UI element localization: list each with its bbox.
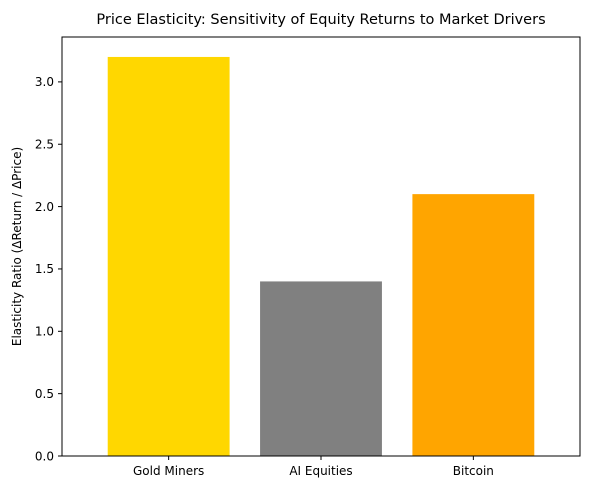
x-tick-label: Bitcoin — [453, 464, 494, 478]
y-tick-label: 2.5 — [35, 138, 54, 152]
y-tick-label: 1.5 — [35, 262, 54, 276]
plot-frame — [61, 36, 581, 457]
y-tick-label: 0.0 — [35, 449, 54, 463]
bar-bitcoin — [412, 194, 535, 457]
x-tick-label: Gold Miners — [133, 464, 204, 478]
bar-gold-miners — [107, 56, 230, 456]
y-tick-label: 2.0 — [35, 200, 54, 214]
y-tick-label: 0.5 — [35, 387, 54, 401]
bars-group — [107, 56, 535, 457]
y-axis: 0.0 0.5 1.0 1.5 2.0 2.5 3.0 — [35, 75, 62, 463]
y-axis-label: Elasticity Ratio (ΔReturn / ΔPrice) — [10, 147, 24, 346]
y-tick-label: 3.0 — [35, 75, 54, 89]
y-tick-label: 1.0 — [35, 325, 54, 339]
bar-ai-equities — [260, 281, 382, 456]
x-axis: Gold Miners AI Equities Bitcoin — [133, 456, 494, 478]
x-tick-label: AI Equities — [289, 464, 352, 478]
chart-title: Price Elasticity: Sensitivity of Equity … — [96, 12, 545, 28]
